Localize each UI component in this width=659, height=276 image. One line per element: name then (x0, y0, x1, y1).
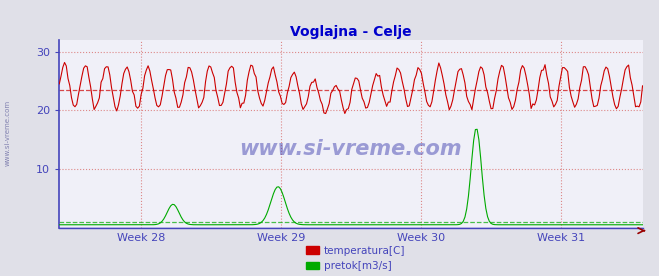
Text: www.si-vreme.com: www.si-vreme.com (240, 139, 462, 159)
Text: www.si-vreme.com: www.si-vreme.com (5, 99, 11, 166)
Title: Voglajna - Celje: Voglajna - Celje (290, 25, 412, 39)
Legend: temperatura[C], pretok[m3/s]: temperatura[C], pretok[m3/s] (306, 246, 405, 271)
